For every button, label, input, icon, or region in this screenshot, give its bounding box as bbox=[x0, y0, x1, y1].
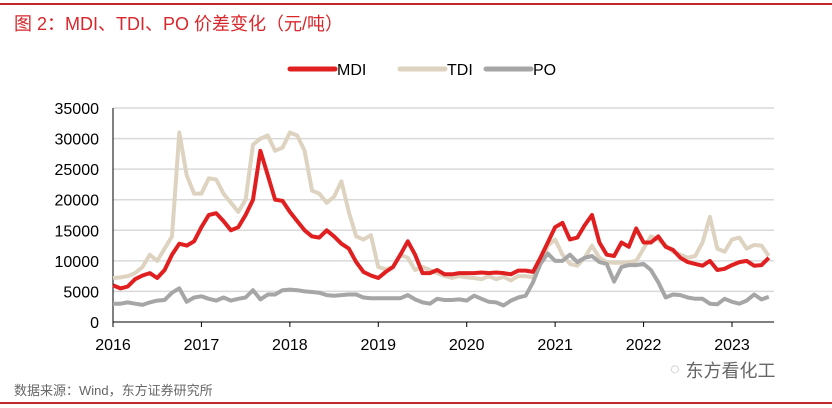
y-tick-label: 5000 bbox=[63, 284, 99, 301]
y-tick-label: 15000 bbox=[55, 223, 100, 240]
series-line-tdi bbox=[112, 130, 771, 283]
watermark-text: 东方看化工 bbox=[685, 361, 776, 381]
y-tick-label: 20000 bbox=[55, 193, 100, 210]
x-tick-label: 2023 bbox=[714, 337, 750, 354]
series-line-po bbox=[113, 251, 770, 308]
bottom-rule bbox=[0, 402, 832, 404]
source-note: 数据来源：Wind，东方证券研究所 bbox=[14, 383, 213, 398]
x-tick-label: 2019 bbox=[360, 337, 396, 354]
legend-label-mdi: MDI bbox=[337, 62, 366, 79]
watermark: ◌ 东方看化工 bbox=[670, 357, 776, 383]
y-tick-label: 35000 bbox=[55, 101, 100, 118]
y-tick-label: 30000 bbox=[55, 132, 100, 149]
x-tick-label: 2016 bbox=[95, 337, 131, 354]
chart-title: 图 2：MDI、TDI、PO 价差变化（元/吨） bbox=[14, 14, 344, 34]
x-tick-label: 2018 bbox=[272, 337, 308, 354]
x-tick-label: 2022 bbox=[626, 337, 662, 354]
top-rule bbox=[0, 3, 832, 5]
series-line-mdi bbox=[112, 148, 771, 291]
x-tick-label: 2020 bbox=[449, 337, 485, 354]
y-tick-label: 25000 bbox=[55, 162, 100, 179]
y-tick-label: 10000 bbox=[55, 254, 100, 271]
y-tick-label: 0 bbox=[90, 315, 99, 332]
wechat-icon: ◌ bbox=[670, 361, 680, 378]
legend-label-po: PO bbox=[533, 62, 556, 79]
x-tick-label: 2017 bbox=[184, 337, 220, 354]
x-tick-label: 2021 bbox=[537, 337, 573, 354]
legend-label-tdi: TDI bbox=[447, 62, 473, 79]
